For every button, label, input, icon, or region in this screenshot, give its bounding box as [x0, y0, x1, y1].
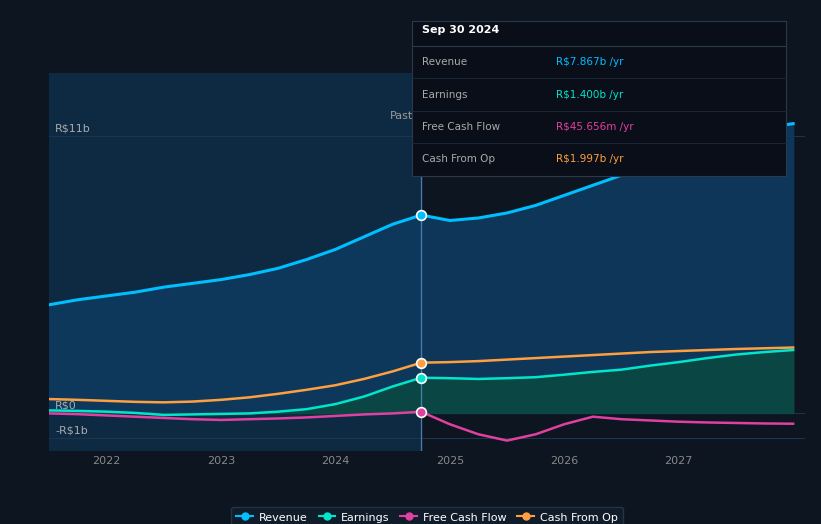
- Text: R$7.867b /yr: R$7.867b /yr: [556, 57, 623, 67]
- Text: Past: Past: [390, 111, 413, 121]
- Text: Cash From Op: Cash From Op: [422, 155, 495, 165]
- Text: R$1.400b /yr: R$1.400b /yr: [556, 90, 623, 100]
- Bar: [49, 73, 421, 451]
- Text: R$11b: R$11b: [55, 124, 91, 134]
- Text: -R$1b: -R$1b: [55, 425, 88, 435]
- Text: Free Cash Flow: Free Cash Flow: [422, 122, 500, 132]
- Text: R$1.997b /yr: R$1.997b /yr: [556, 155, 623, 165]
- Text: Analysts Forecasts: Analysts Forecasts: [429, 111, 533, 121]
- Text: R$0: R$0: [55, 400, 76, 410]
- Text: R$45.656m /yr: R$45.656m /yr: [556, 122, 634, 132]
- Text: Earnings: Earnings: [422, 90, 467, 100]
- Legend: Revenue, Earnings, Free Cash Flow, Cash From Op: Revenue, Earnings, Free Cash Flow, Cash …: [231, 507, 623, 524]
- Bar: [421, 73, 805, 451]
- Text: Revenue: Revenue: [422, 57, 467, 67]
- Text: Sep 30 2024: Sep 30 2024: [422, 25, 499, 35]
